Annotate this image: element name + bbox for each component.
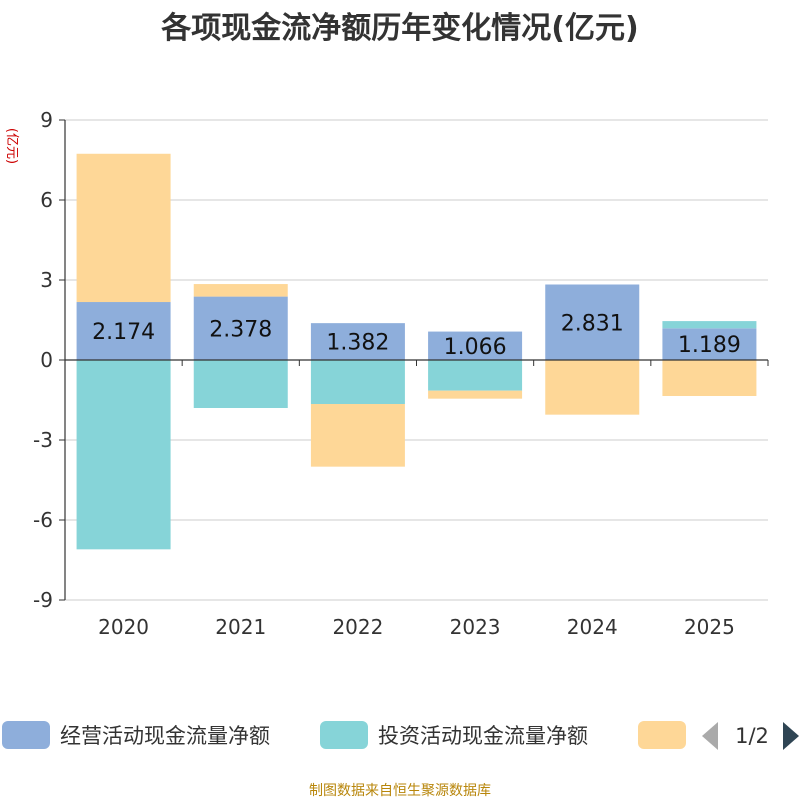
bar-segment-2020-s2[interactable] bbox=[76, 360, 171, 550]
bar-segment-2021-s3[interactable] bbox=[193, 284, 288, 297]
bar-segment-2025-s3[interactable] bbox=[662, 360, 757, 396]
y-tick-label: -3 bbox=[33, 428, 53, 452]
legend-label-2[interactable]: 投资活动现金流量净额 bbox=[378, 724, 588, 748]
source-note: 制图数据来自恒生聚源数据库 bbox=[309, 783, 491, 799]
pager-label: 1/2 bbox=[735, 724, 769, 748]
bar-segment-2020-s3[interactable] bbox=[76, 153, 171, 303]
data-label-2021: 2.378 bbox=[209, 317, 272, 342]
bar-segment-2022-s2[interactable] bbox=[310, 360, 405, 404]
data-label-2023: 1.066 bbox=[444, 335, 507, 360]
grid-lines bbox=[65, 119, 768, 601]
data-label-2020: 2.174 bbox=[92, 320, 155, 345]
y-axis-label: (亿元) bbox=[4, 128, 19, 164]
data-label-2024: 2.831 bbox=[561, 311, 624, 336]
y-tick-label: 6 bbox=[40, 188, 53, 212]
y-tick-label: 9 bbox=[40, 108, 53, 132]
legend-pager: 1/2 bbox=[702, 722, 799, 750]
bar-segment-2025-s1[interactable] bbox=[662, 328, 757, 360]
legend-swatch-2[interactable] bbox=[320, 721, 368, 749]
bar-segment-2022-s3[interactable] bbox=[310, 404, 405, 467]
legend: 经营活动现金流量净额 投资活动现金流量净额 bbox=[2, 721, 686, 749]
x-tick-label: 2023 bbox=[450, 615, 501, 639]
bar-segment-2024-s1[interactable] bbox=[545, 284, 640, 360]
bars bbox=[76, 153, 757, 550]
bar-segment-2021-s2[interactable] bbox=[193, 360, 288, 408]
bar-segment-2025-s2[interactable] bbox=[662, 321, 757, 329]
data-labels: 2.174 2.378 1.382 1.066 2.831 1.189 bbox=[92, 311, 741, 360]
legend-swatch-1[interactable] bbox=[2, 721, 50, 749]
bar-segment-2024-s3[interactable] bbox=[545, 360, 640, 415]
data-label-2025: 1.189 bbox=[678, 333, 741, 358]
pager-prev-icon[interactable] bbox=[702, 722, 718, 750]
x-tick-label: 2022 bbox=[332, 615, 383, 639]
legend-swatch-3[interactable] bbox=[638, 721, 686, 749]
legend-label-1[interactable]: 经营活动现金流量净额 bbox=[60, 724, 270, 748]
x-tick-label: 2020 bbox=[98, 615, 149, 639]
y-tick-label: 3 bbox=[40, 268, 53, 292]
pager-next-icon[interactable] bbox=[783, 722, 799, 750]
bar-segment-2021-s1[interactable] bbox=[193, 296, 288, 360]
bar-segment-2022-s1[interactable] bbox=[310, 323, 405, 360]
bar-segment-2020-s1[interactable] bbox=[76, 302, 171, 360]
x-tick-label: 2025 bbox=[684, 615, 735, 639]
axes: 9 6 3 0 -3 -6 -9 2020 2021 2022 2023 2024 2025 bbox=[33, 108, 769, 639]
x-tick-label: 2021 bbox=[215, 615, 266, 639]
y-tick-label: -9 bbox=[33, 588, 53, 612]
chart-title: 各项现金流净额历年变化情况(亿元) bbox=[160, 11, 638, 46]
bar-segment-2023-s3[interactable] bbox=[428, 390, 523, 399]
y-tick-label: -6 bbox=[33, 508, 53, 532]
y-tick-label: 0 bbox=[40, 348, 53, 372]
bar-segment-2023-s2[interactable] bbox=[428, 360, 523, 391]
bar-segment-2023-s1[interactable] bbox=[428, 331, 523, 360]
data-label-2022: 1.382 bbox=[326, 331, 389, 356]
x-tick-label: 2024 bbox=[567, 615, 618, 639]
